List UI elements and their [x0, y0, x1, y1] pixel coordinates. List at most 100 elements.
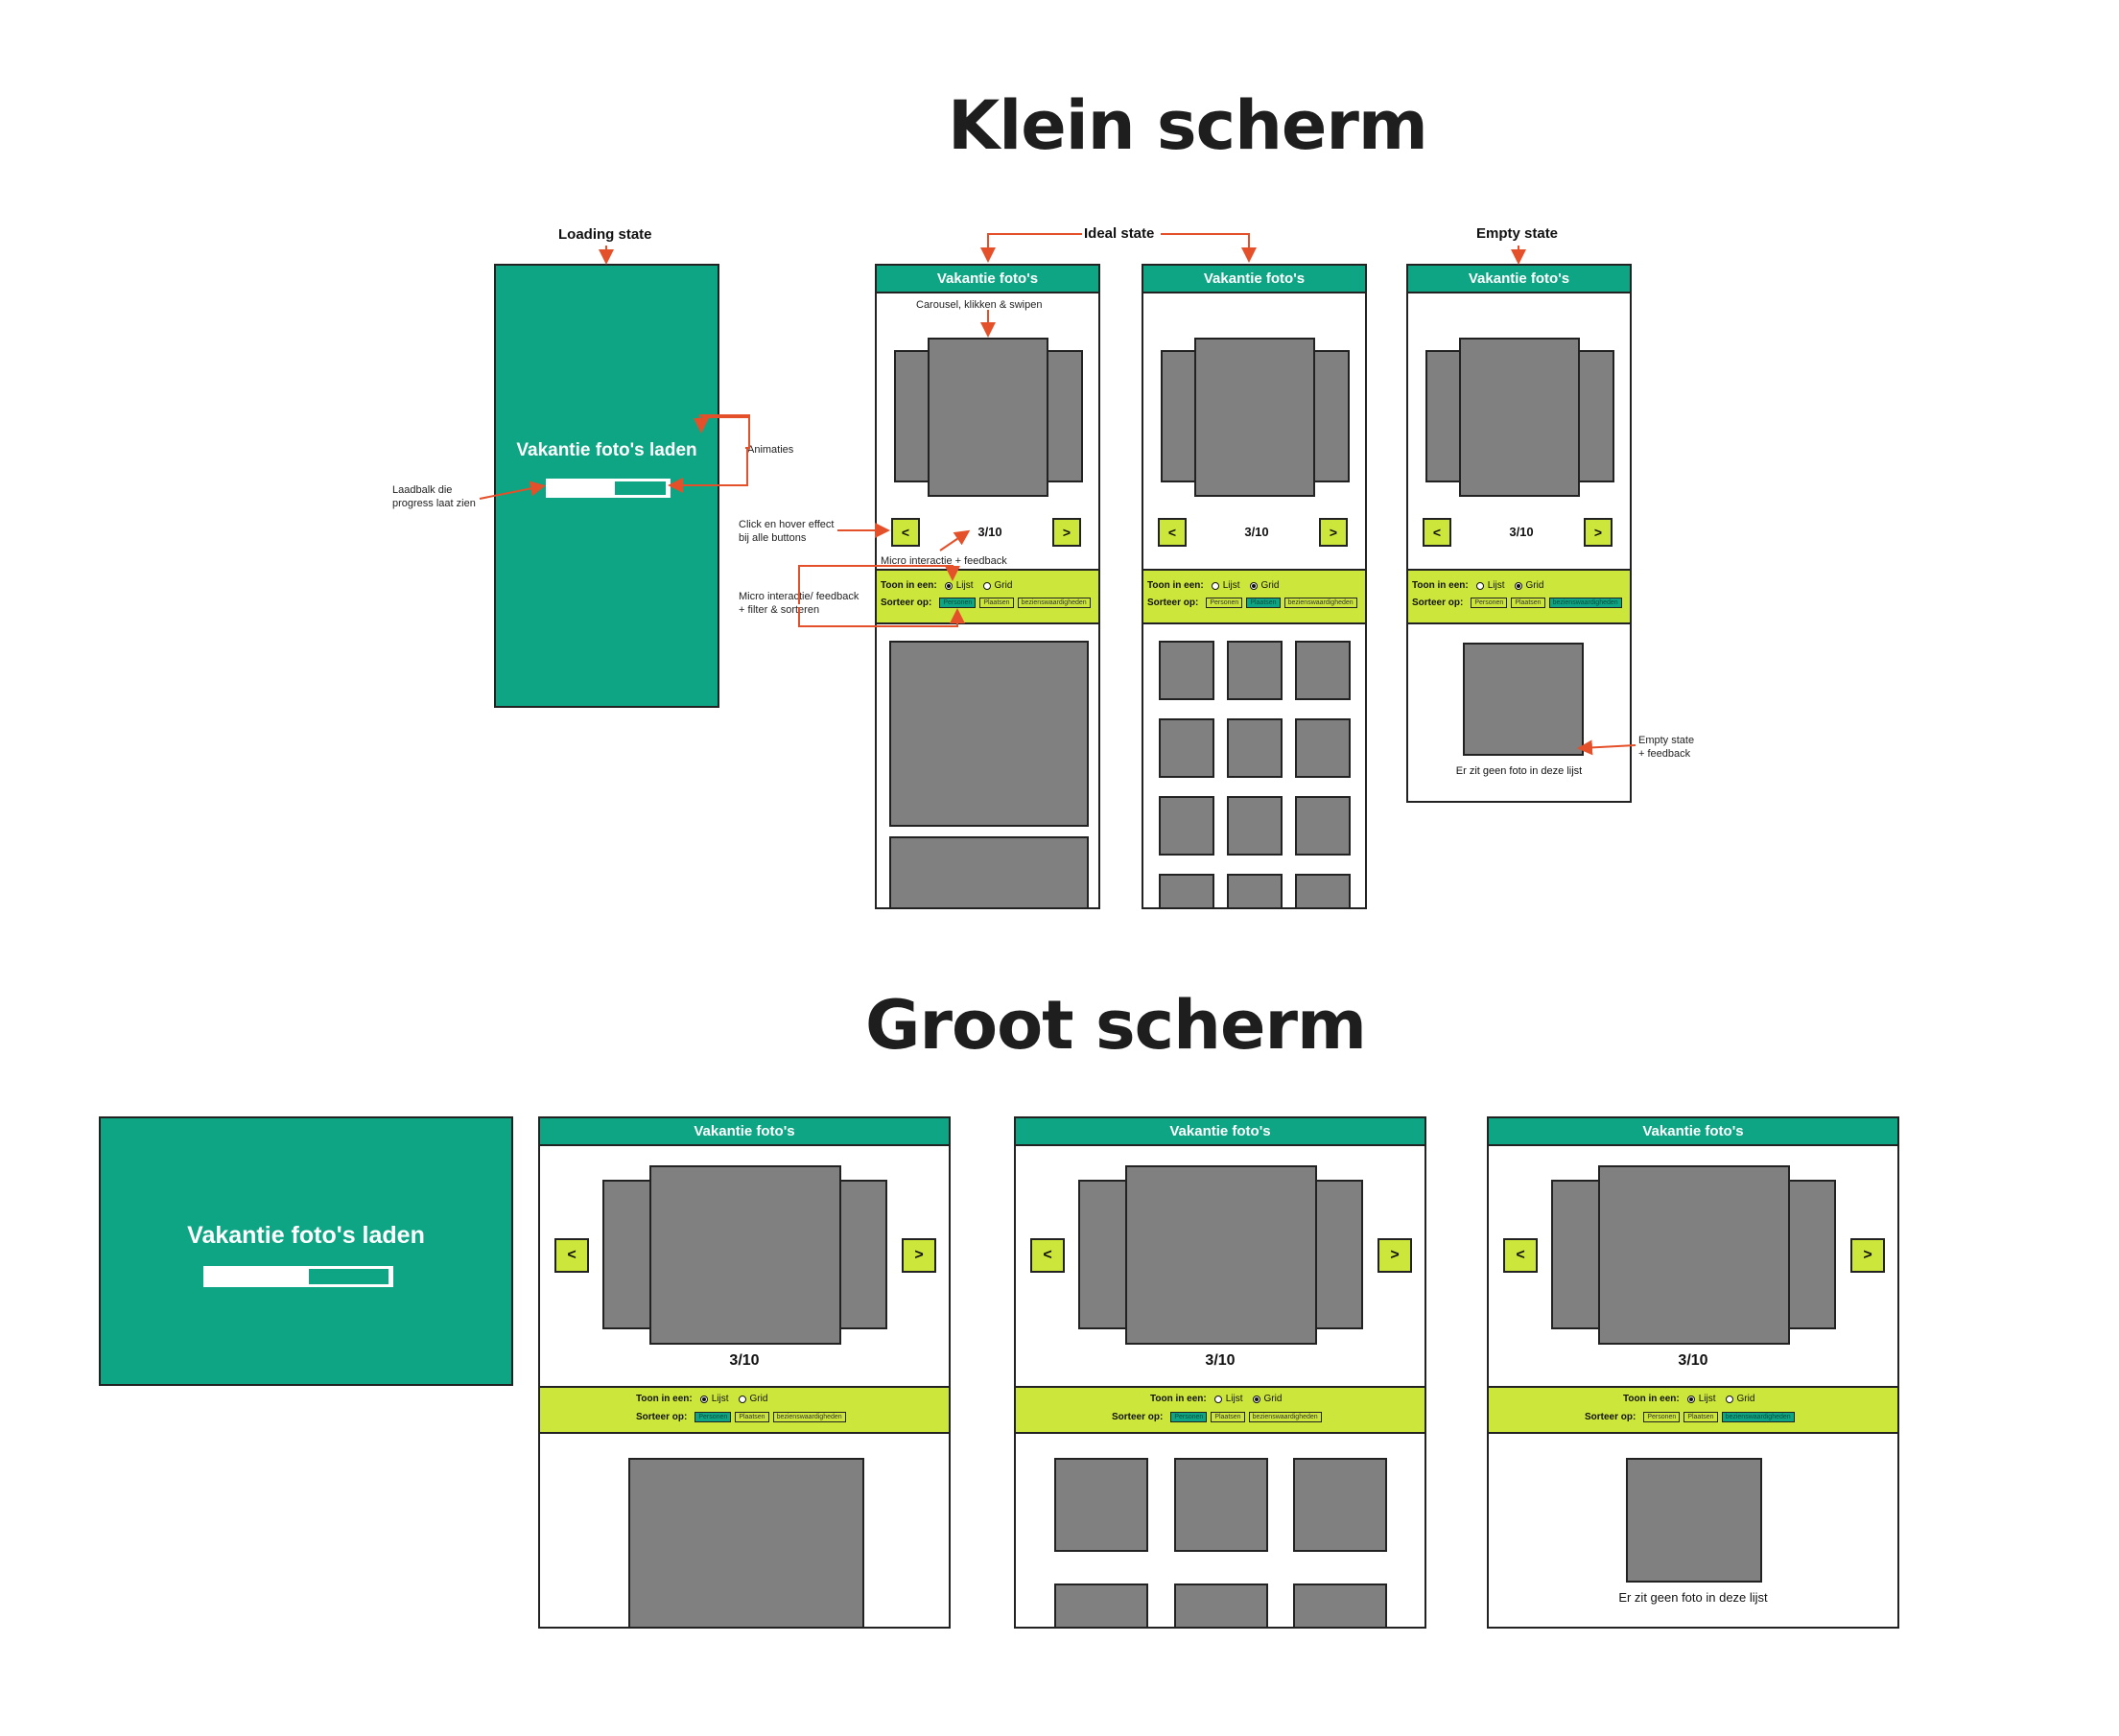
- radio-list[interactable]: [1475, 581, 1484, 590]
- sort-chip-bezienswaardigheden[interactable]: bezienswaardigheden: [1283, 598, 1357, 608]
- arrow-micro-feedback: [939, 529, 971, 551]
- show-in-label: Toon in een:: [1147, 580, 1204, 591]
- prev-button[interactable]: <: [1030, 1238, 1065, 1273]
- prev-button[interactable]: <: [554, 1238, 589, 1273]
- note-click-hover-line2: bij alle buttons: [739, 532, 807, 544]
- grid-photo[interactable]: [1159, 796, 1214, 856]
- prev-button[interactable]: <: [1423, 518, 1451, 547]
- sort-chip-bezienswaardigheden[interactable]: bezienswaardigheden: [1248, 1412, 1322, 1422]
- sort-chip-plaatsen[interactable]: Plaatsen: [979, 598, 1014, 608]
- grid-photo[interactable]: [1054, 1458, 1148, 1552]
- radio-grid[interactable]: [982, 581, 991, 590]
- carousel-counter: 3/10: [1509, 525, 1534, 539]
- radio-list[interactable]: [1211, 581, 1219, 590]
- grid-photo[interactable]: [1295, 718, 1351, 778]
- view-toggle-row: Toon in een: Lijst Grid: [1412, 580, 1543, 591]
- sort-chip-personen[interactable]: Personen: [1170, 1412, 1208, 1422]
- sort-chip-personen[interactable]: Personen: [939, 598, 977, 608]
- next-button[interactable]: >: [1319, 518, 1348, 547]
- progress-bar-fill: [309, 1269, 388, 1284]
- sort-by-label: Sorteer op:: [1585, 1412, 1636, 1422]
- sort-row: Sorteer op: Personen Plaatsen bezienswaa…: [881, 598, 1091, 608]
- list-photo[interactable]: [889, 836, 1089, 907]
- sort-chip-plaatsen[interactable]: Plaatsen: [735, 1412, 769, 1422]
- note-click-hover-line1: Click en hover effect: [739, 519, 835, 530]
- carousel-main-image[interactable]: [1598, 1165, 1790, 1345]
- carousel-main-image[interactable]: [1194, 338, 1315, 497]
- sort-chip-plaatsen[interactable]: Plaatsen: [1511, 598, 1545, 608]
- radio-list[interactable]: [1686, 1395, 1695, 1403]
- prev-button[interactable]: <: [891, 518, 920, 547]
- next-button[interactable]: >: [1584, 518, 1613, 547]
- radio-grid[interactable]: [1725, 1395, 1733, 1403]
- carousel-main-image[interactable]: [928, 338, 1048, 497]
- app-header: Vakantie foto's: [1489, 1118, 1897, 1146]
- grid-photo[interactable]: [1295, 796, 1351, 856]
- carousel-main-image[interactable]: [1125, 1165, 1317, 1345]
- grid-photo[interactable]: [1174, 1458, 1268, 1552]
- sort-chip-personen[interactable]: Personen: [695, 1412, 732, 1422]
- label-loading-state: Loading state: [558, 226, 652, 243]
- prev-button[interactable]: <: [1503, 1238, 1538, 1273]
- progress-bar: [546, 479, 671, 498]
- view-toggle-row: Toon in een: Lijst Grid: [1147, 580, 1279, 591]
- sort-chip-bezienswaardigheden[interactable]: bezienswaardigheden: [1721, 1412, 1795, 1422]
- app-header: Vakantie foto's: [1143, 266, 1365, 293]
- radio-grid[interactable]: [1514, 581, 1522, 590]
- grid-photo[interactable]: [1174, 1584, 1268, 1627]
- grid-photo[interactable]: [1295, 641, 1351, 700]
- next-button[interactable]: >: [1052, 518, 1081, 547]
- grid-photo[interactable]: [1293, 1584, 1387, 1627]
- carousel-main-image[interactable]: [649, 1165, 841, 1345]
- sort-chip-bezienswaardigheden[interactable]: bezienswaardigheden: [1548, 598, 1622, 608]
- sort-chip-plaatsen[interactable]: Plaatsen: [1211, 1412, 1245, 1422]
- app-header: Vakantie foto's: [1408, 266, 1630, 293]
- sort-by-label: Sorteer op:: [636, 1412, 688, 1422]
- grid-photo[interactable]: [1293, 1458, 1387, 1552]
- sort-by-label: Sorteer op:: [1112, 1412, 1164, 1422]
- sort-chip-bezienswaardigheden[interactable]: bezienswaardigheden: [1017, 598, 1091, 608]
- large-loading-screen: Vakantie foto's laden: [99, 1116, 513, 1386]
- radio-grid[interactable]: [1249, 581, 1258, 590]
- grid-photo[interactable]: [1227, 796, 1283, 856]
- loading-title: Vakantie foto's laden: [516, 440, 697, 460]
- radio-grid-label: Grid: [1525, 580, 1544, 591]
- grid-photo[interactable]: [1054, 1584, 1148, 1627]
- radio-list[interactable]: [944, 581, 953, 590]
- sort-chip-plaatsen[interactable]: Plaatsen: [1246, 598, 1281, 608]
- grid-photo[interactable]: [1159, 874, 1214, 907]
- radio-list[interactable]: [699, 1395, 708, 1403]
- empty-state-image: [1463, 643, 1584, 756]
- radio-grid[interactable]: [738, 1395, 746, 1403]
- sort-chip-plaatsen[interactable]: Plaatsen: [1683, 1412, 1718, 1422]
- next-button[interactable]: >: [902, 1238, 936, 1273]
- grid-photo[interactable]: [1159, 641, 1214, 700]
- carousel-main-image[interactable]: [1459, 338, 1580, 497]
- sort-row: Sorteer op: Personen Plaatsen bezienswaa…: [1412, 598, 1622, 608]
- grid-photo[interactable]: [1227, 874, 1283, 907]
- grid-photo[interactable]: [1295, 874, 1351, 907]
- grid-photo[interactable]: [1159, 718, 1214, 778]
- list-photo[interactable]: [628, 1458, 864, 1627]
- grid-photo[interactable]: [1227, 718, 1283, 778]
- radio-list[interactable]: [1213, 1395, 1222, 1403]
- radio-grid[interactable]: [1252, 1395, 1260, 1403]
- radio-grid-label: Grid: [1263, 1394, 1283, 1404]
- next-button[interactable]: >: [1850, 1238, 1885, 1273]
- sort-chip-bezienswaardigheden[interactable]: bezienswaardigheden: [772, 1412, 846, 1422]
- sort-chip-personen[interactable]: Personen: [1206, 598, 1243, 608]
- show-in-label: Toon in een:: [881, 580, 937, 591]
- next-button[interactable]: >: [1377, 1238, 1412, 1273]
- prev-button[interactable]: <: [1158, 518, 1187, 547]
- large-ideal-list-screen: Vakantie foto's < > 3/10 Toon in een: Li…: [538, 1116, 951, 1629]
- sort-chip-personen[interactable]: Personen: [1471, 598, 1508, 608]
- progress-bar-fill: [615, 481, 666, 495]
- arrow-micro-filter: [798, 607, 965, 627]
- arrow-animations-bar: [668, 449, 748, 493]
- list-photo[interactable]: [889, 641, 1089, 827]
- sort-chip-personen[interactable]: Personen: [1643, 1412, 1681, 1422]
- filter-band: Toon in een: Lijst Grid Sorteer op: Pers…: [1016, 1386, 1424, 1434]
- view-toggle-row: Toon in een: Lijst Grid: [636, 1394, 767, 1404]
- arrow-ideal-state-left: [980, 233, 1082, 263]
- grid-photo[interactable]: [1227, 641, 1283, 700]
